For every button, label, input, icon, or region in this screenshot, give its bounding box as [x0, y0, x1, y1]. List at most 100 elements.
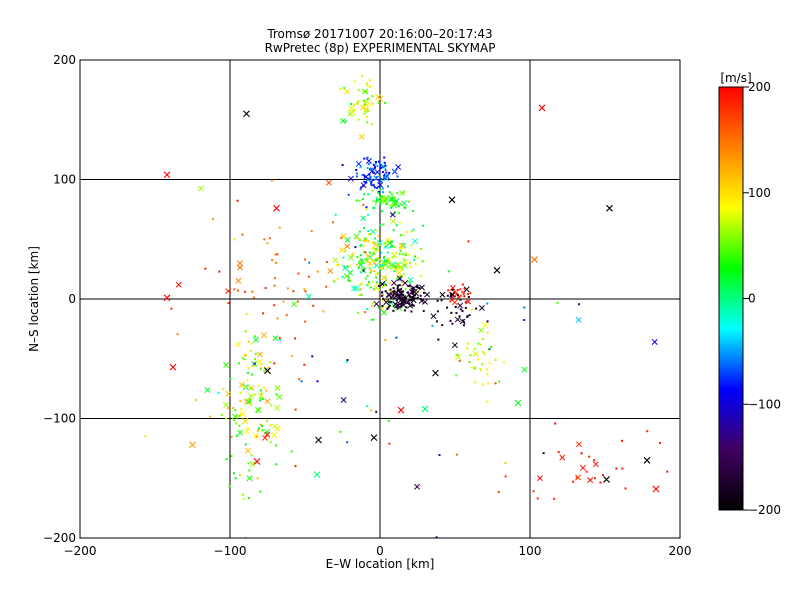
data-point [469, 291, 472, 294]
data-point-cross [422, 298, 428, 305]
data-point [400, 276, 403, 279]
data-point [397, 293, 400, 296]
y-tick-label: 100 [53, 173, 76, 187]
data-point-cross [325, 179, 332, 186]
data-point [405, 230, 408, 233]
data-point [395, 299, 398, 302]
data-point [459, 294, 462, 297]
data-point-cross [392, 290, 399, 297]
data-point [358, 238, 361, 241]
data-point [373, 165, 376, 168]
data-cross [432, 369, 439, 377]
data-point [459, 298, 462, 301]
data-point [300, 380, 303, 383]
data-point [310, 230, 313, 233]
data-point-cross [344, 243, 351, 250]
data-point [462, 321, 465, 324]
data-point [254, 358, 257, 361]
data-point [363, 180, 366, 183]
data-point-cross [478, 305, 485, 311]
data-point [254, 335, 257, 338]
data-point-cross [430, 313, 437, 320]
data-point [373, 186, 376, 189]
data-point [245, 313, 248, 316]
data-point [378, 258, 381, 261]
colorbar-ticks: 200 100 0 −100 −200 [743, 80, 781, 517]
data-point-cross [449, 285, 456, 291]
data-point [400, 284, 403, 287]
data-point [387, 419, 390, 422]
data-point [393, 269, 396, 272]
data-point [342, 256, 345, 259]
data-point [374, 257, 377, 260]
data-point [358, 294, 361, 297]
data-point [441, 324, 444, 327]
data-point [404, 252, 407, 255]
data-point [380, 194, 383, 197]
data-point [532, 490, 535, 493]
data-point-cross [232, 413, 238, 420]
data-point [380, 298, 383, 301]
data-point [413, 255, 416, 258]
data-point [398, 221, 401, 224]
data-point-cross [271, 432, 278, 439]
data-point [370, 179, 373, 182]
data-point [350, 253, 353, 256]
data-point-cross [395, 302, 402, 309]
data-point [418, 287, 421, 290]
data-point [467, 295, 470, 298]
data-point [497, 491, 500, 494]
data-cross [643, 456, 651, 464]
data-point-cross [223, 362, 230, 369]
data-point [464, 306, 467, 309]
data-point-cross [363, 173, 370, 180]
data-point [420, 298, 423, 301]
data-point [487, 349, 490, 352]
data-point [377, 101, 380, 104]
data-point-cross [349, 109, 356, 116]
data-point [286, 287, 289, 290]
data-point [412, 286, 415, 289]
data-point [400, 303, 403, 306]
data-point [403, 191, 406, 194]
data-point [414, 263, 417, 266]
data-point [372, 200, 375, 203]
data-point [230, 455, 233, 458]
data-point [381, 285, 384, 288]
data-point [403, 259, 406, 262]
data-point [363, 226, 366, 229]
data-point [383, 199, 386, 202]
data-point [494, 358, 497, 361]
data-point [435, 320, 438, 323]
data-point [399, 298, 402, 301]
data-point [378, 284, 381, 287]
data-cross [514, 399, 522, 407]
data-point [580, 452, 583, 455]
data-point [377, 191, 380, 194]
data-point [486, 320, 489, 323]
data-point [411, 290, 414, 293]
data-point [400, 305, 403, 308]
data-point [316, 270, 319, 273]
data-point [356, 256, 359, 259]
data-point [279, 338, 282, 341]
data-point [346, 359, 349, 362]
data-point [412, 228, 415, 231]
data-point [369, 271, 372, 274]
data-point-cross [402, 280, 409, 286]
data-point [278, 336, 281, 339]
data-point [316, 380, 319, 383]
data-point-cross [353, 285, 360, 292]
data-point [217, 391, 220, 394]
data-point [391, 256, 394, 259]
data-point [269, 441, 272, 444]
data-point [380, 251, 383, 254]
data-point [458, 359, 461, 362]
data-point [353, 108, 356, 111]
y-axis-ticks: −200 −100 0 100 200 [43, 53, 680, 545]
chart-subtitle: RwPretec (8p) EXPERIMENTAL SKYMAP [265, 41, 496, 55]
data-point [370, 269, 373, 272]
data-point [377, 306, 380, 309]
data-point [666, 470, 669, 473]
data-point [435, 536, 438, 538]
